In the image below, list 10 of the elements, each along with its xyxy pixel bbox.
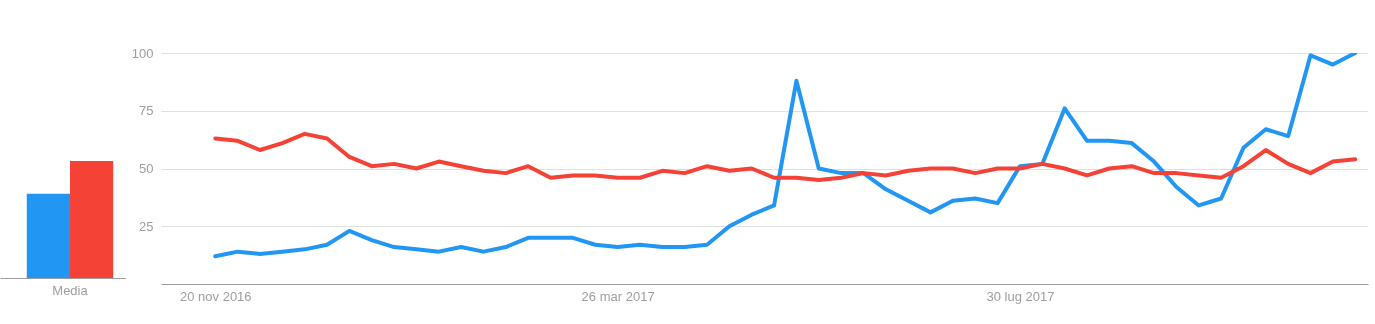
x-tick-label: Media	[52, 282, 89, 298]
y-tick-label: 75	[139, 103, 154, 119]
x-tick-label: 26 mar 2017	[581, 288, 655, 304]
y-tick-label: 25	[139, 218, 154, 234]
y-tick-label: 100	[131, 45, 154, 61]
line-series	[213, 53, 1358, 259]
line-series	[213, 131, 1358, 183]
y-tick-label: 50	[139, 161, 154, 176]
x-tick-label: 20 nov 2016	[179, 288, 252, 304]
x-tick-label: 30 lug 2017	[986, 288, 1055, 304]
